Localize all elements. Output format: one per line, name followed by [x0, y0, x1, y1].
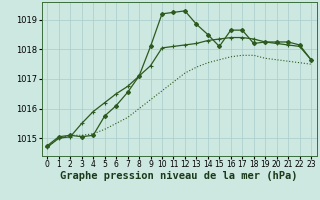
X-axis label: Graphe pression niveau de la mer (hPa): Graphe pression niveau de la mer (hPa)	[60, 171, 298, 181]
